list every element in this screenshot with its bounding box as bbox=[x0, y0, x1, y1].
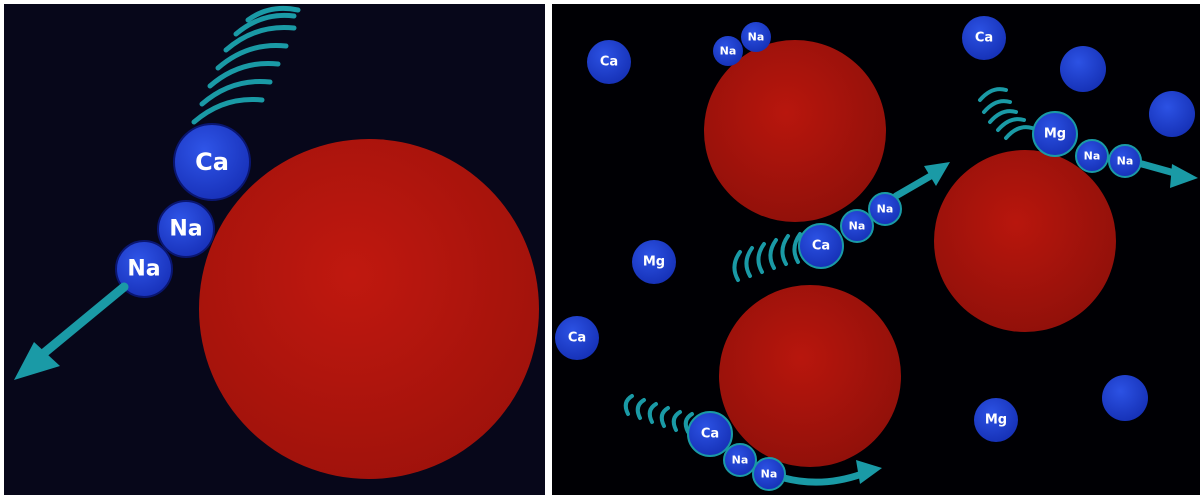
ion-na: Na bbox=[1075, 139, 1109, 173]
ion-label: Mg bbox=[643, 255, 665, 270]
ion-label: Mg bbox=[985, 413, 1007, 428]
right-chain: Mg Na Na bbox=[978, 87, 1198, 188]
exchange-resin-bead bbox=[199, 139, 539, 479]
ion-label: Na bbox=[1084, 150, 1101, 163]
ion-na-1: Na bbox=[157, 200, 215, 258]
ion-na: Na bbox=[1108, 144, 1142, 178]
ion-label: Na bbox=[877, 203, 894, 216]
ion-label: Na bbox=[127, 257, 160, 282]
right-panel: Ca Ca Mg Ca Mg bbox=[552, 4, 1200, 495]
motion-lines bbox=[978, 87, 1034, 140]
ion-label: Ca bbox=[701, 427, 719, 442]
ion-label: Na bbox=[748, 31, 765, 44]
ion-na: Na bbox=[723, 443, 757, 477]
ion-label: Ca bbox=[568, 331, 586, 346]
ion-label: Ca bbox=[195, 148, 229, 176]
right-diagram: Ca Ca Mg Ca Mg bbox=[555, 16, 1198, 491]
ion-label: Ca bbox=[600, 55, 618, 70]
free-ion: Ca bbox=[555, 316, 599, 360]
free-ion bbox=[1102, 375, 1148, 421]
free-ion: Mg bbox=[632, 240, 676, 284]
free-ion bbox=[1149, 91, 1195, 137]
ion-label: Na bbox=[732, 454, 749, 467]
ion-na: Na bbox=[741, 22, 771, 52]
left-diagram: Na Na Ca bbox=[14, 5, 539, 479]
motion-lines bbox=[732, 232, 802, 282]
arrow-icon bbox=[780, 460, 882, 486]
bottom-chain: Ca Na Na bbox=[623, 394, 882, 491]
exchange-resin-bead bbox=[704, 40, 886, 222]
ion-label: Ca bbox=[975, 31, 993, 46]
ion-mg: Mg bbox=[1032, 111, 1078, 157]
top-na-pair: Na Na bbox=[713, 22, 771, 66]
ion-label: Mg bbox=[1044, 127, 1066, 142]
arrow-icon bbox=[14, 282, 129, 380]
free-ion bbox=[1060, 46, 1106, 92]
ion-na: Na bbox=[868, 192, 902, 226]
exchange-resin-bead bbox=[934, 150, 1116, 332]
ion-na: Na bbox=[713, 36, 743, 66]
center-chain: Ca Na Na bbox=[732, 162, 950, 282]
ion-ca: Ca bbox=[798, 223, 844, 269]
ion-na-2: Na bbox=[115, 240, 173, 298]
ion-label: Na bbox=[849, 220, 866, 233]
ion-label: Na bbox=[169, 217, 202, 242]
free-ion: Ca bbox=[962, 16, 1006, 60]
arrow-icon bbox=[892, 162, 950, 200]
ion-na: Na bbox=[752, 457, 786, 491]
left-panel: Na Na Ca bbox=[4, 4, 545, 495]
ion-label: Na bbox=[761, 468, 778, 481]
ion-label: Na bbox=[720, 45, 737, 58]
exchange-resin-bead bbox=[719, 285, 901, 467]
ion-ca: Ca bbox=[687, 411, 733, 457]
ion-ca: Ca bbox=[173, 123, 251, 201]
motion-lines bbox=[623, 394, 694, 434]
free-ion: Mg bbox=[974, 398, 1018, 442]
ion-label: Ca bbox=[812, 239, 830, 254]
arrow-icon bbox=[1138, 160, 1198, 188]
free-ion: Ca bbox=[587, 40, 631, 84]
ion-label: Na bbox=[1117, 155, 1134, 168]
motion-lines bbox=[191, 5, 301, 125]
ion-na: Na bbox=[840, 209, 874, 243]
